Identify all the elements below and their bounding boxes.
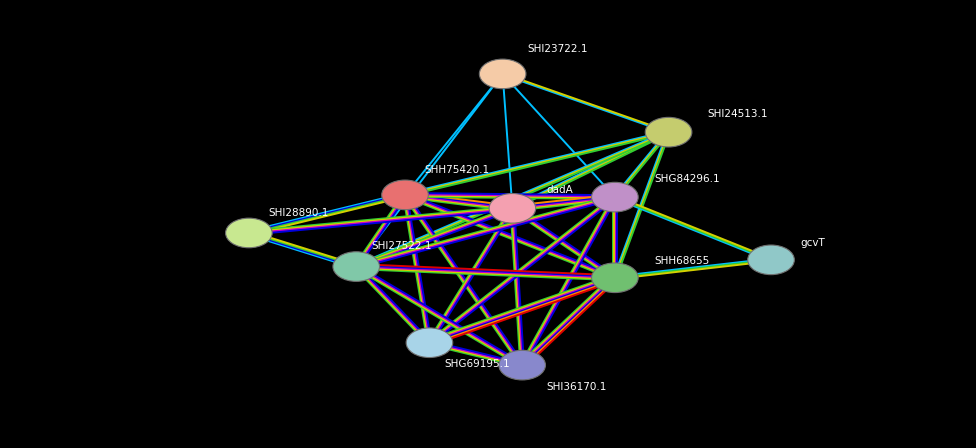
Ellipse shape xyxy=(591,263,638,293)
Text: SHH75420.1: SHH75420.1 xyxy=(425,165,490,175)
Text: gcvT: gcvT xyxy=(800,238,825,248)
Text: dadA: dadA xyxy=(547,185,573,195)
Text: SHI28890.1: SHI28890.1 xyxy=(268,208,329,218)
Ellipse shape xyxy=(591,182,638,212)
Ellipse shape xyxy=(333,252,380,281)
Ellipse shape xyxy=(406,328,453,358)
Text: SHG69195.1: SHG69195.1 xyxy=(444,359,509,369)
Ellipse shape xyxy=(382,180,428,210)
Text: SHI27522.1: SHI27522.1 xyxy=(371,241,431,251)
Ellipse shape xyxy=(489,194,536,223)
Text: SHI24513.1: SHI24513.1 xyxy=(708,109,768,119)
Text: SHH68655: SHH68655 xyxy=(654,256,710,266)
Text: SHI23722.1: SHI23722.1 xyxy=(527,44,588,54)
Ellipse shape xyxy=(645,117,692,147)
Ellipse shape xyxy=(479,59,526,89)
Ellipse shape xyxy=(225,218,272,248)
Text: SHG84296.1: SHG84296.1 xyxy=(654,174,719,184)
Ellipse shape xyxy=(499,350,546,380)
Ellipse shape xyxy=(748,245,794,275)
Text: SHI36170.1: SHI36170.1 xyxy=(547,382,607,392)
